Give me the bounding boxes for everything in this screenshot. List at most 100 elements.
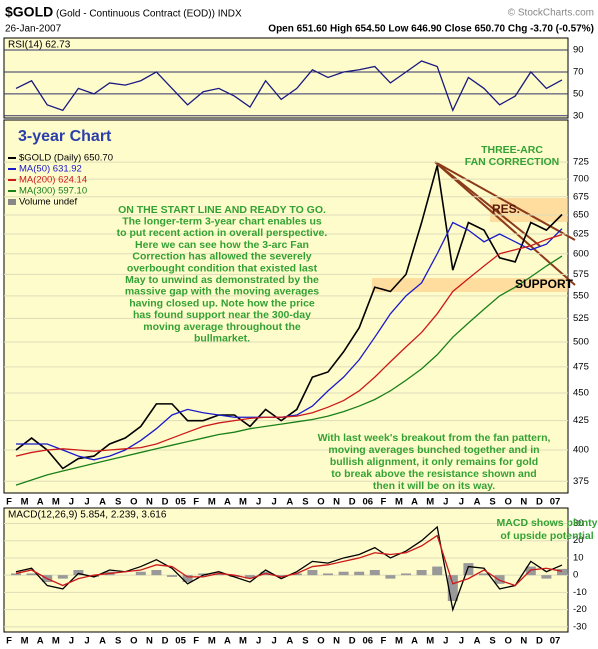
x-tick-label: M [52,636,60,647]
x-tick-label: S [302,636,308,647]
x-tick-label: F [380,636,386,647]
y-tick-label: 425 [573,415,589,426]
resistance-band [490,198,568,222]
x-tick-label: D [536,636,543,647]
annotation: bullmarket. [194,332,250,344]
x-tick-label: O [505,497,512,508]
histogram-bar [167,575,177,577]
x-tick-label: 06 [363,497,374,508]
legend-entry: MA(200) 624.14 [19,175,87,186]
annotation: Here we can see how the 3-arc Fan [135,239,309,251]
x-tick-label: A [224,636,231,647]
x-tick-label: F [193,497,199,508]
x-tick-label: S [489,636,495,647]
x-tick-label: J [443,636,448,647]
x-tick-label: A [411,497,418,508]
y-tick-label: 725 [573,157,589,168]
x-tick-label: M [239,636,247,647]
x-tick-label: A [411,636,418,647]
histogram-bar [323,573,333,576]
x-tick-label: S [302,497,308,508]
y-tick-label: 475 [573,361,589,372]
annotation: 3-year Chart [18,128,112,145]
x-tick-label: N [520,636,527,647]
x-tick-label: A [224,497,231,508]
histogram-bar [447,575,458,601]
annotation: May to unwind as demonstrated by the [125,274,319,286]
x-tick-label: A [286,636,293,647]
y-tick-label: 70 [573,66,584,77]
annotation: The longer-term 3-year chart enables us [122,215,322,227]
x-tick-label: A [99,636,106,647]
histogram-bar [182,575,193,583]
y-tick-label: 650 [573,210,589,221]
histogram-bar [229,575,240,577]
y-tick-label: 550 [573,290,589,301]
x-tick-label: O [130,497,137,508]
x-tick-label: O [130,636,137,647]
histogram-bar [479,573,489,576]
panel-title: RSI(14) 62.73 [8,40,71,51]
legend-entry: MA(50) 631.92 [19,164,82,175]
x-tick-label: J [459,636,464,647]
annotation: of upside potential [500,530,593,542]
x-tick-label: J [459,497,464,508]
annotation: Correction has allowed the severely [132,251,311,263]
x-tick-label: J [256,636,261,647]
histogram-bar [494,575,505,584]
series-line [15,165,563,470]
macd-panel [3,507,569,633]
fan-line [434,161,541,247]
y-tick-label: 20 [573,535,584,546]
x-tick-label: D [536,497,543,508]
x-tick-label: F [6,497,12,508]
x-tick-label: J [272,636,277,647]
histogram-bar [432,566,443,576]
legend-swatch [8,199,16,205]
x-tick-label: F [6,636,12,647]
x-tick-label: O [317,636,324,647]
x-tick-label: D [349,636,356,647]
x-tick-label: J [84,636,89,647]
x-tick-label: 05 [175,636,186,647]
quote: Open 651.60 High 654.50 Low 646.90 Close… [268,24,594,35]
annotation: bullish alignment, it only remains for g… [330,456,538,468]
x-tick-label: A [474,636,481,647]
histogram-bar [401,573,411,576]
x-tick-label: N [333,497,340,508]
histogram-bar [276,575,287,577]
y-tick-label: -30 [573,621,587,632]
x-tick-label: 06 [363,636,374,647]
histogram-bar [463,563,474,576]
annotation: MACD shows plenty [497,517,598,529]
x-tick-label: J [256,497,261,508]
x-tick-label: S [489,497,495,508]
y-tick-label: 575 [573,269,589,280]
x-tick-label: M [208,497,216,508]
x-tick-label: D [162,497,169,508]
date: 26-Jan-2007 [5,24,62,35]
histogram-bar [307,570,318,576]
legend-entry: MA(300) 597.10 [19,186,87,197]
annotation: RES. [492,202,520,216]
histogram-bar [338,571,349,576]
histogram-bar [57,575,68,579]
y-tick-label: 375 [573,476,589,487]
annotation: THREE-ARC [481,144,543,156]
rsi-panel [3,37,569,119]
x-tick-label: A [99,497,106,508]
x-tick-label: N [146,636,153,647]
annotation: then it will be on its way. [373,480,495,492]
x-tick-label: D [349,497,356,508]
histogram-bar [385,575,396,579]
x-tick-label: J [69,497,74,508]
x-tick-label: M [208,636,216,647]
annotation: moving average throughout the [143,321,301,333]
y-tick-label: 675 [573,191,589,202]
histogram-bar [541,575,552,579]
x-tick-label: J [443,497,448,508]
source: © StockCharts.com [508,8,594,19]
x-tick-label: J [272,497,277,508]
y-tick-label: 10 [573,552,584,563]
